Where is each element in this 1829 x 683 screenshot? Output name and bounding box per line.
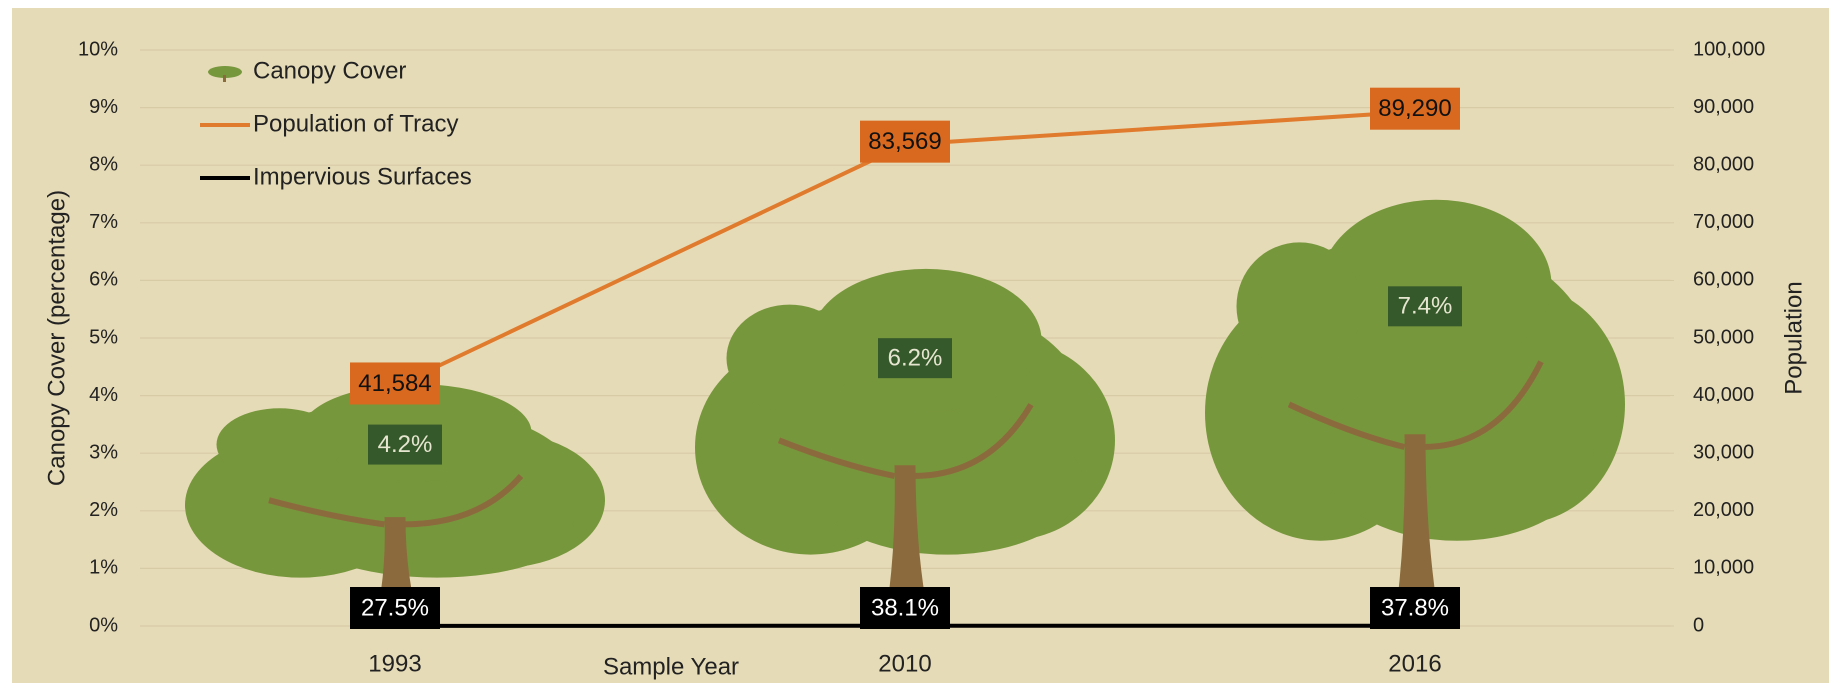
y2-tick-label: 80,000 (1693, 153, 1754, 175)
value-label: 38.1% (871, 594, 939, 621)
x-tick-label: 2010 (878, 650, 931, 677)
y-tick-label: 3% (89, 441, 118, 463)
legend-label: Population of Tracy (253, 110, 458, 137)
page: Canopy Cover (percentage) Population Sam… (0, 0, 1829, 683)
value-label: 27.5% (361, 594, 429, 621)
y-tick-label: 2% (89, 499, 118, 521)
tree-canopy (301, 481, 574, 578)
legend-icon (223, 75, 226, 82)
y2-tick-label: 90,000 (1693, 96, 1754, 118)
value-label: 7.4% (1398, 293, 1453, 320)
value-label: 6.2% (888, 345, 943, 372)
y2-tick-label: 60,000 (1693, 269, 1754, 291)
value-label: 4.2% (378, 431, 433, 458)
y-axis-title: Canopy Cover (percentage) (43, 190, 70, 486)
value-label: 41,584 (358, 370, 431, 397)
y-tick-label: 10% (78, 38, 118, 60)
y2-tick-label: 100,000 (1693, 38, 1765, 60)
y2-tick-label: 10,000 (1693, 557, 1754, 579)
tree-canopy (217, 408, 343, 481)
value-label: 83,569 (868, 128, 941, 155)
y2-tick-label: 40,000 (1693, 384, 1754, 406)
tree-canopy (727, 305, 853, 412)
y-tick-label: 9% (89, 96, 118, 118)
legend-label: Canopy Cover (253, 57, 406, 84)
y2-tick-label: 30,000 (1693, 441, 1754, 463)
y-tick-label: 7% (89, 211, 118, 233)
legend-label: Impervious Surfaces (253, 163, 472, 190)
y-tick-label: 0% (89, 614, 118, 636)
y-tick-label: 4% (89, 384, 118, 406)
y-tick-label: 8% (89, 153, 118, 175)
y2-tick-label: 0 (1693, 614, 1704, 636)
x-tick-label: 1993 (368, 650, 421, 677)
y2-tick-label: 70,000 (1693, 211, 1754, 233)
value-label: 37.8% (1381, 594, 1449, 621)
tree-canopy (811, 412, 1084, 555)
x-tick-label: 2016 (1388, 650, 1441, 677)
chart: Canopy Cover (percentage) Population Sam… (0, 0, 1829, 683)
tree-canopy (1321, 370, 1594, 540)
y2-tick-label: 20,000 (1693, 499, 1754, 521)
y-tick-label: 5% (89, 326, 118, 348)
y-tick-label: 6% (89, 269, 118, 291)
value-label: 89,290 (1378, 95, 1451, 122)
y2-tick-label: 50,000 (1693, 326, 1754, 348)
x-axis-title: Sample Year (603, 653, 739, 680)
tree-canopy (1237, 242, 1363, 370)
y-tick-label: 1% (89, 557, 118, 579)
y2-axis-title: Population (1780, 281, 1807, 394)
